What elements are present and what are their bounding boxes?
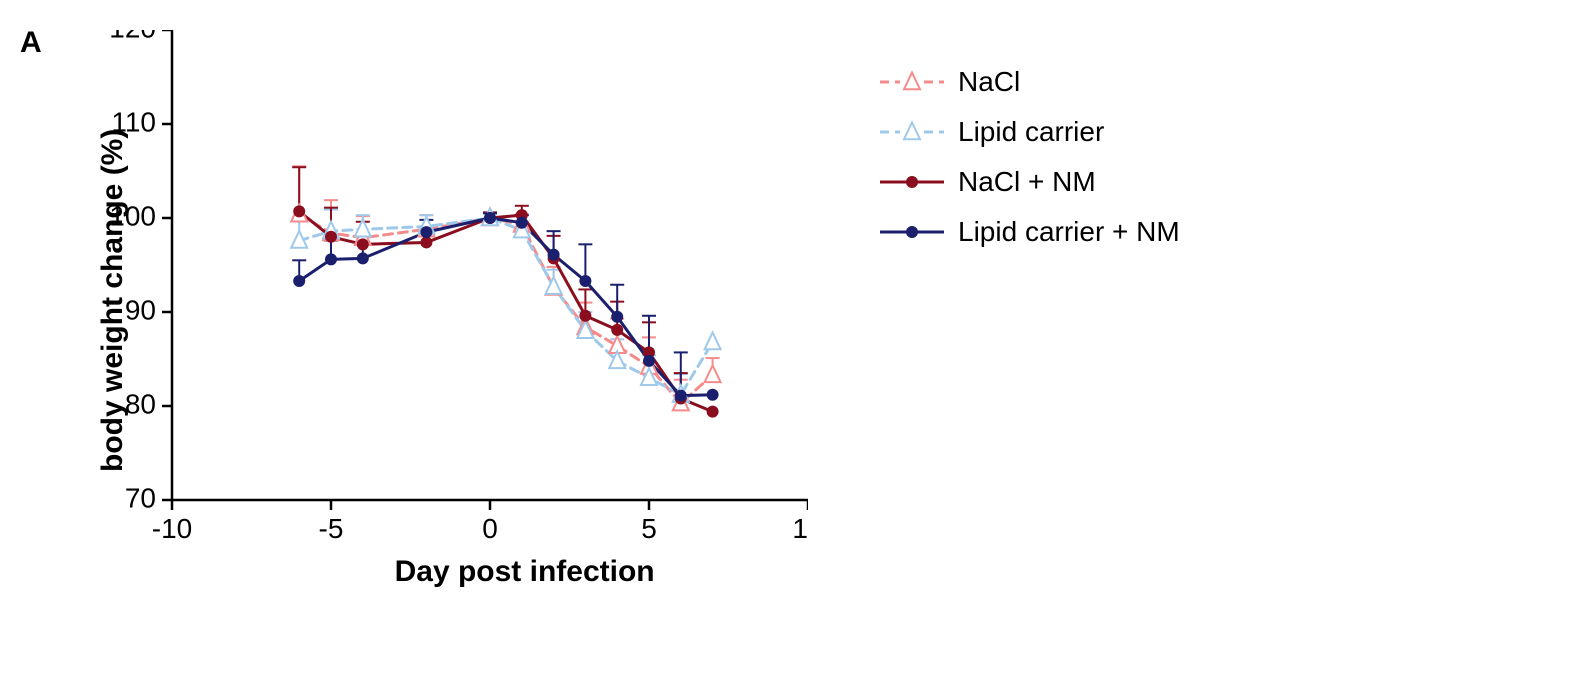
- legend-item-lipid: Lipid carrier: [880, 116, 1180, 148]
- x-axis-label: Day post infection: [395, 555, 655, 589]
- svg-text:120: 120: [109, 30, 156, 43]
- svg-text:-5: -5: [319, 513, 344, 544]
- legend-label-nacl: NaCl: [958, 66, 1020, 98]
- legend-item-nacl_nm: NaCl + NM: [880, 166, 1180, 198]
- svg-text:5: 5: [641, 513, 657, 544]
- y-axis-label: body weight change (%): [96, 128, 130, 471]
- legend-swatch-lipid: [880, 120, 944, 144]
- svg-text:0: 0: [482, 513, 498, 544]
- legend-item-nacl: NaCl: [880, 66, 1180, 98]
- legend-label-lipid: Lipid carrier: [958, 116, 1104, 148]
- legend-item-lipid_nm: Lipid carrier + NM: [880, 216, 1180, 248]
- svg-text:-10: -10: [152, 513, 192, 544]
- bodyweight-chart: 708090100110120-10-50510: [108, 30, 808, 590]
- chart-svg: 708090100110120-10-50510: [108, 30, 808, 590]
- legend-swatch-nacl_nm: [880, 170, 944, 194]
- legend-swatch-nacl: [880, 70, 944, 94]
- legend-label-nacl_nm: NaCl + NM: [958, 166, 1096, 198]
- legend-label-lipid_nm: Lipid carrier + NM: [958, 216, 1180, 248]
- svg-text:10: 10: [792, 513, 808, 544]
- svg-text:70: 70: [125, 482, 156, 513]
- panel-label: A: [20, 26, 42, 60]
- chart-legend: NaCl Lipid carrier NaCl + NM Lipid carrier …: [880, 66, 1180, 266]
- legend-swatch-lipid_nm: [880, 220, 944, 244]
